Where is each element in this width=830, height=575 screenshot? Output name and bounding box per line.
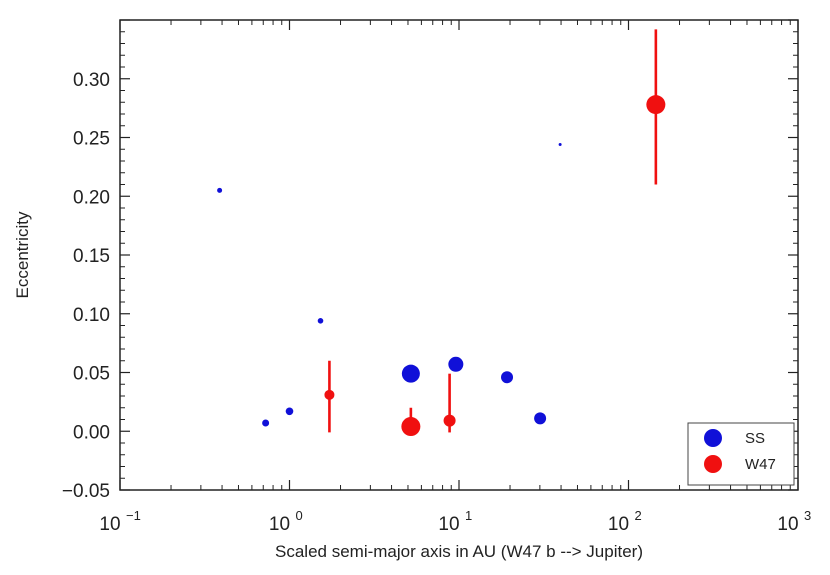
x-tick-label: 10 [608,514,629,535]
point-ss [262,419,270,427]
point-ss [558,143,562,147]
x-tick-labels: 10 −1 10 0 10 1 10 2 10 3 [99,508,811,535]
x-tick-label-exponent: 0 [296,508,303,523]
point-w47 [324,389,335,400]
y-tick-label: 0.15 [73,246,110,267]
x-tick-label: 10 [438,514,459,535]
point-ss [317,318,324,324]
x-tick-label: 10 [777,514,798,535]
y-tick-label: 0.10 [73,305,110,326]
y-tick-label: 0.20 [73,187,110,208]
point-ss [448,356,464,372]
legend-label-w47: W47 [745,456,776,473]
y-tick-label: 0.05 [73,364,110,385]
y-tick-label: 0.25 [73,129,110,150]
y-tick-label: −0.05 [62,481,110,502]
point-ss [501,371,514,384]
x-tick-label-exponent: −1 [126,508,141,523]
x-tick-label-exponent: 1 [465,508,472,523]
x-tick-label-exponent: 2 [635,508,642,523]
point-ss [285,407,294,416]
legend-marker-ss [704,429,722,447]
point-w47 [401,417,421,437]
error-bars [328,29,658,433]
y-tick-labels: −0.05 0.00 0.05 0.10 0.15 0.20 0.25 0.30 [62,70,110,502]
axis-ticks [119,19,799,491]
point-ss [401,364,420,383]
y-tick-label: 0.00 [73,422,110,443]
plot-frame [119,19,799,491]
data-points [217,95,666,437]
legend: SS W47 [687,422,795,486]
x-tick-label-exponent: 3 [804,508,811,523]
y-axis-title: Eccentricity [13,211,32,298]
point-ss [534,412,547,425]
y-tick-label: 0.30 [73,70,110,91]
x-tick-label: 10 [269,514,290,535]
point-ss [217,187,223,193]
legend-marker-w47 [704,455,722,473]
legend-label-ss: SS [745,430,765,447]
x-axis-title: Scaled semi-major axis in AU (W47 b --> … [275,542,643,561]
legend-box [687,422,795,486]
point-w47 [443,414,456,427]
point-w47 [646,95,666,115]
x-tick-label: 10 [99,514,120,535]
